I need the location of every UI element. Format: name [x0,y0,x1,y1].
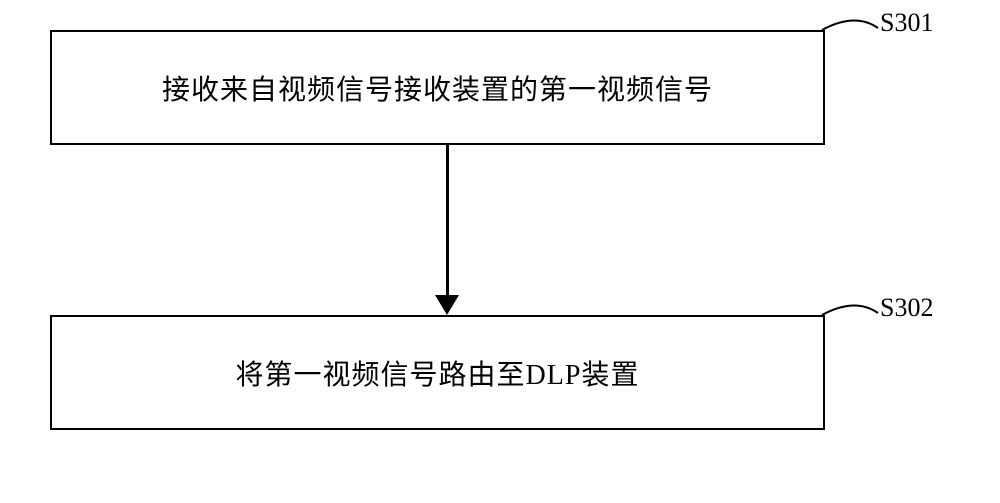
arrow-head-icon [435,295,459,315]
arrow-line [446,145,449,295]
flowchart-step-1-label: S301 [880,8,933,38]
flowchart-arrow-1 [435,145,459,315]
flowchart-step-1-text: 接收来自视频信号接收装置的第一视频信号 [162,68,713,108]
flowchart-step-2-label: S302 [880,293,933,323]
flowchart-step-1: 接收来自视频信号接收装置的第一视频信号 [50,30,825,145]
flowchart-step-2: 将第一视频信号路由至DLP装置 [50,315,825,430]
flowchart-step-2-text: 将第一视频信号路由至DLP装置 [236,353,640,393]
